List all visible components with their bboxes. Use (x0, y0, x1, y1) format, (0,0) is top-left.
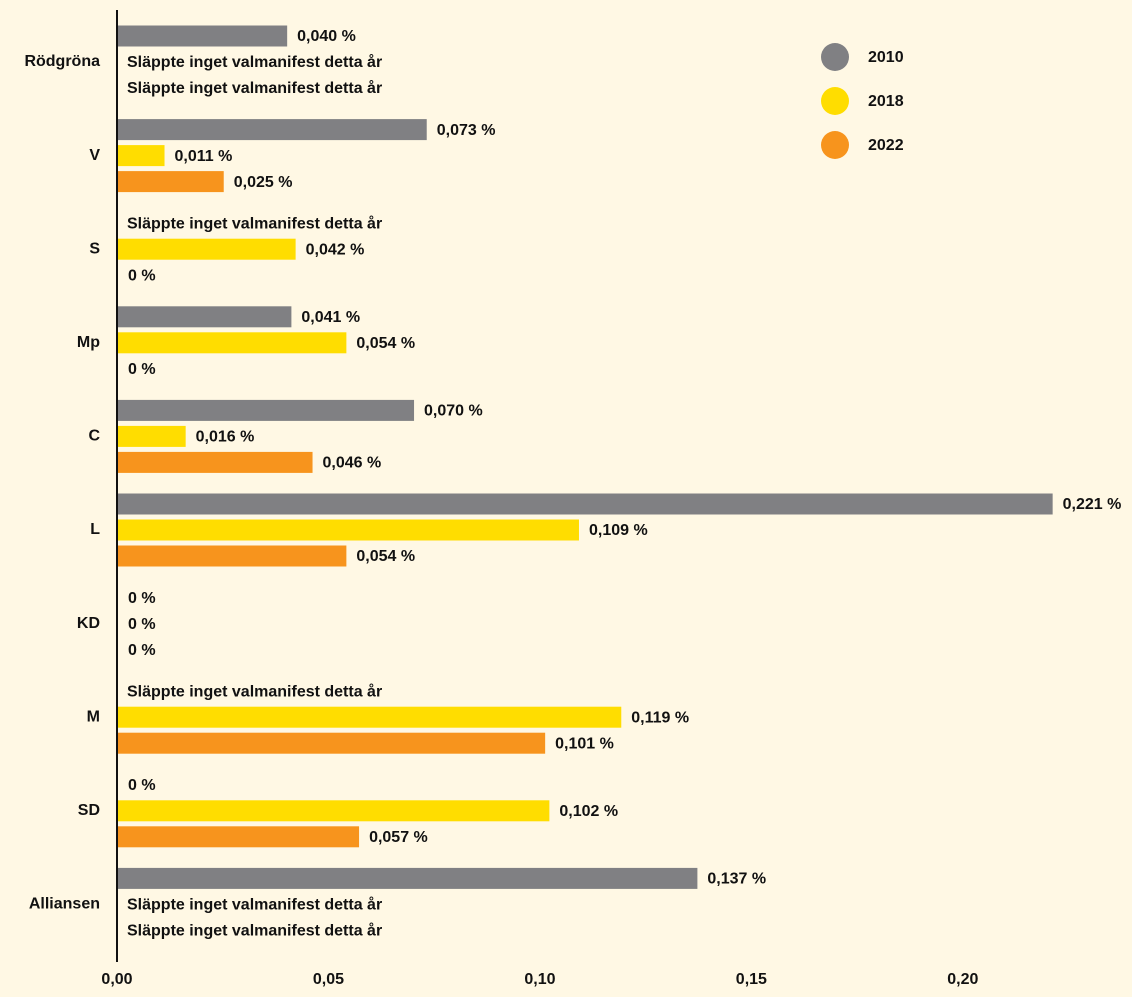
x-tick-label: 0,00 (101, 971, 132, 988)
bar (118, 451, 313, 473)
value-label: 0,057 % (369, 829, 428, 846)
bar (118, 25, 288, 47)
value-label: 0,109 % (589, 522, 648, 539)
bar (118, 119, 427, 141)
legend-label: 2022 (868, 137, 904, 154)
value-label: Släppte inget valmanifest detta år (127, 682, 382, 700)
y-tick-label: KD (77, 615, 100, 632)
bar (118, 545, 347, 567)
value-label: 0,070 % (424, 403, 483, 420)
value-label: 0,046 % (323, 455, 382, 472)
legend-swatch (821, 87, 849, 115)
bar (118, 493, 1053, 515)
value-label: Släppte inget valmanifest detta år (127, 214, 382, 232)
legend-label: 2018 (868, 93, 904, 110)
value-label: 0,025 % (234, 174, 293, 191)
x-tick-label: 0,15 (736, 971, 767, 988)
value-label: 0,102 % (559, 803, 618, 820)
value-label: 0,137 % (707, 871, 766, 888)
bar (118, 706, 622, 728)
value-label: 0 % (128, 777, 156, 794)
value-label: 0 % (128, 590, 156, 607)
x-tick-label: 0,05 (313, 971, 344, 988)
y-tick-label: Alliansen (29, 896, 100, 913)
y-tick-label: Mp (77, 334, 100, 351)
value-label: Släppte inget valmanifest detta år (127, 896, 382, 914)
bar (118, 238, 296, 260)
x-tick-label: 0,20 (947, 971, 978, 988)
y-tick-label: L (90, 521, 100, 538)
y-tick-label: M (87, 708, 100, 725)
bar (118, 826, 360, 848)
value-label: 0,101 % (555, 735, 614, 752)
value-label: 0,040 % (297, 28, 356, 45)
value-label: 0,221 % (1063, 496, 1122, 513)
value-label: Släppte inget valmanifest detta år (127, 922, 382, 940)
y-tick-label: V (89, 147, 100, 164)
bar (118, 732, 546, 754)
legend-label: 2010 (868, 49, 904, 66)
y-tick-label: Rödgröna (24, 53, 100, 70)
legend-swatch (821, 43, 849, 71)
bar (118, 425, 186, 447)
bar (118, 867, 698, 889)
value-label: Släppte inget valmanifest detta år (127, 79, 382, 97)
value-label: 0,011 % (175, 148, 233, 165)
bar (118, 800, 550, 822)
legend-swatch (821, 131, 849, 159)
y-tick-label: SD (78, 802, 100, 819)
bar (118, 171, 224, 193)
bar (118, 519, 579, 541)
y-tick-label: S (89, 240, 100, 257)
x-tick-label: 0,10 (524, 971, 555, 988)
value-label: 0 % (128, 616, 156, 633)
value-label: 0 % (128, 361, 156, 378)
bar (118, 332, 347, 354)
y-tick-label: C (88, 428, 100, 445)
bar (118, 399, 415, 421)
value-label: 0,041 % (301, 309, 360, 326)
value-label: 0,054 % (356, 335, 415, 352)
value-label: 0,042 % (306, 241, 365, 258)
bar (118, 306, 292, 328)
value-label: Släppte inget valmanifest detta år (127, 53, 382, 71)
value-label: 0,054 % (356, 548, 415, 565)
bar (118, 145, 165, 167)
value-label: 0,016 % (196, 429, 255, 446)
value-label: 0,119 % (631, 709, 689, 726)
value-label: 0 % (128, 642, 156, 659)
value-label: 0,073 % (437, 122, 496, 139)
value-label: 0 % (128, 267, 156, 284)
